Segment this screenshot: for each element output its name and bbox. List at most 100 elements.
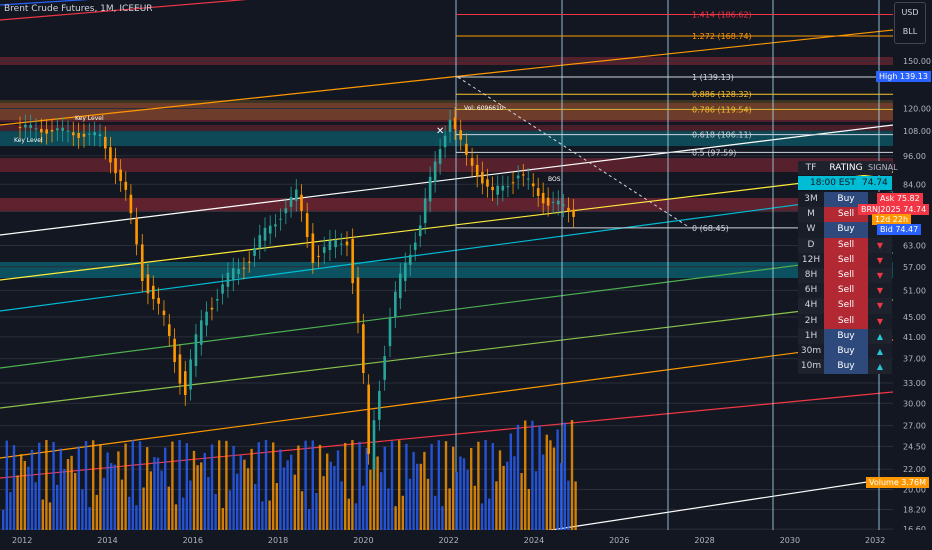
volume-bar-85 [308,509,311,540]
candle-body-20 [124,181,128,190]
candle-body-98 [536,188,540,196]
volume-bar-62 [225,440,228,540]
volume-bar-20 [74,472,77,540]
rating-tf: 10m [800,361,822,372]
candle-body-72 [403,263,407,281]
volume-bar-32 [117,451,120,540]
candle-body-54 [305,213,309,238]
annotation-3: Vol: 6096610 [464,105,504,112]
volume-bar-148 [534,471,538,540]
candle-body-24 [146,274,150,294]
volume-bar-130 [470,447,473,540]
volume-bar-84 [304,440,307,540]
candle-body-100 [546,197,550,206]
y-tick-15: 24.50 [903,442,926,451]
rating-row-4H: 4H Sell ▼ [798,298,892,314]
y-tick-16: 22.00 [903,465,926,474]
candle-body-88 [486,179,489,187]
candle-body-86 [475,164,479,177]
y-tick-12: 33.00 [903,379,926,388]
rating-value: Buy [824,328,868,344]
volume-bar-97 [351,440,354,540]
volume-bar-153 [552,447,556,540]
x-tick-3: 2018 [268,536,288,545]
candle-body-62 [351,238,354,284]
candle-body-64 [362,324,365,373]
volume-bar-127 [459,456,462,540]
x-tick-1: 2014 [97,536,117,545]
candle-body-103 [562,204,565,207]
y-tick-4: 84.00 [903,180,926,189]
volume-bar-135 [488,498,491,540]
candle-body-47 [268,225,272,234]
volume-bar-26 [95,494,98,540]
candle-body-16 [104,136,107,149]
time-axis-bg [0,530,932,550]
fib-label-7: 0 (68.45) [692,224,729,233]
header-rating: RATING [829,163,863,173]
candle-body-38 [221,284,224,294]
volume-bar-89 [322,476,325,540]
volume-bar-82 [297,445,300,540]
volume-bar-74 [268,500,271,540]
volume-bar-145 [524,420,527,540]
zone-band-1 [0,103,893,122]
rating-table-header: TF RATING SIGNAL [798,161,898,175]
rating-row-1H: 1H Buy ▲ [798,328,892,344]
trend-line-7 [0,339,894,459]
rating-row-6H: 6H Sell ▼ [798,283,892,299]
rating-value: Buy [824,192,868,208]
candle-body-46 [263,227,267,241]
trend-line-0 [0,0,248,21]
time-label: 18:00 EST [810,178,856,188]
volume-bar-9 [34,482,37,540]
fib-anchor-line [457,76,691,229]
volume-bar-113 [408,478,412,540]
candle-body-101 [551,201,555,203]
volume-bar-33 [120,479,124,540]
volume-bar-69 [250,448,253,540]
volume-bar-143 [516,424,520,540]
volume-bar-149 [538,425,541,540]
volume-bar-79 [286,460,289,540]
volume-bar-102 [369,469,372,540]
rating-table: TF RATING SIGNAL [798,161,898,175]
x-tick-0: 2012 [12,536,32,545]
volume-bar-83 [300,491,304,540]
volume-bar-25 [92,440,95,540]
trend-line-10 [0,0,90,6]
candle-body-19 [119,169,122,182]
price-tag-0: High 139.13 [876,71,931,82]
volume-bar-154 [556,429,559,540]
volume-bar-46 [167,486,170,540]
candle-body-48 [274,224,277,227]
rating-value: Sell [824,207,868,223]
rating-row-8H: 8H Sell ▼ [798,267,892,284]
fib-label-3: 0.886 (128.32) [692,90,752,99]
volume-bar-38 [138,441,142,540]
rating-tf: 2H [804,315,818,326]
candle-body-4 [40,128,43,133]
volume-bar-108 [390,441,394,540]
volume-bar-61 [221,508,224,540]
candle-body-25 [151,285,155,299]
candle-body-97 [531,183,535,187]
candle-body-70 [394,291,397,318]
volume-bar-122 [441,506,444,540]
trend-line-8 [0,391,894,479]
rating-tf: 6H [804,285,818,296]
volume-bar-78 [282,467,286,540]
volume-bar-156 [563,422,566,540]
rating-rows: 3MBuy▲MSell▼WBuy▲DSell▼12HSell▼8HSell▼6H… [798,192,892,375]
rating-value: Sell [824,283,868,299]
candle-body-76 [423,198,427,224]
candle-body-73 [408,254,412,265]
currency-unit-box[interactable]: USD BLL [894,2,926,44]
x-tick-7: 2026 [609,536,629,545]
volume-bar-57 [207,477,210,540]
volume-bar-75 [272,442,275,540]
rating-value: Buy [824,343,868,360]
volume-bar-105 [380,472,383,540]
